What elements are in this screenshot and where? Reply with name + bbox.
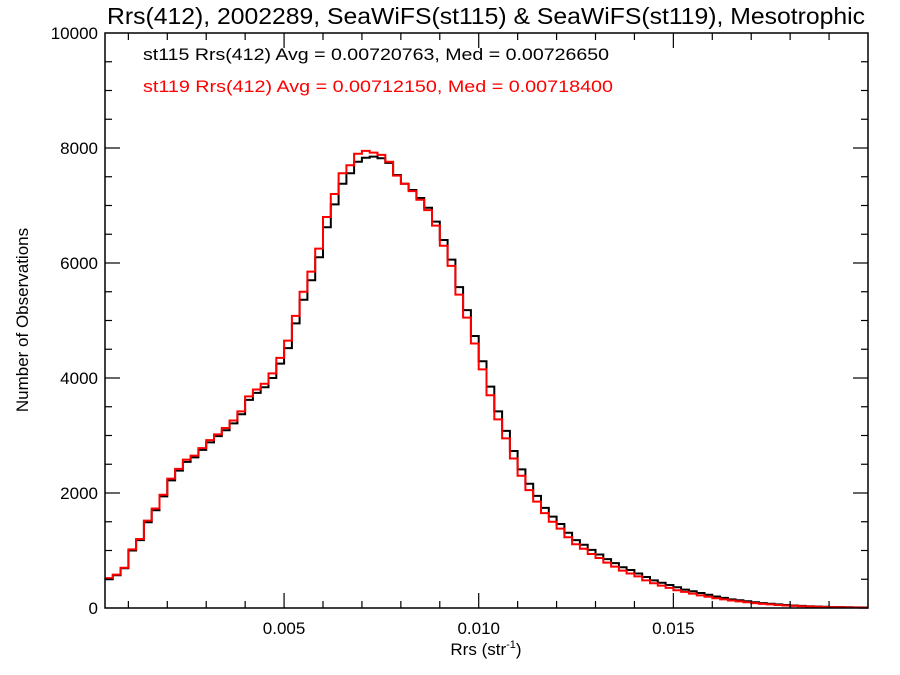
x-axis-title-suffix: ) [516,640,522,659]
x-axis-title: Rrs (str-1) [450,639,521,659]
y-tick-label: 8000 [60,139,98,158]
x-axis-title-main: Rrs (str [450,640,506,659]
x-tick-label: 0.005 [263,619,306,638]
legend-st115: st115 Rrs(412) Avg = 0.00720763, Med = 0… [143,45,609,64]
y-axis-title: Number of Observations [13,228,32,412]
y-tick-label: 0 [89,599,98,618]
y-tick-label: 2000 [60,484,98,503]
y-tick-label: 10000 [51,24,98,43]
y-tick-label: 6000 [60,254,98,273]
series-layer [105,149,868,609]
x-tick-label: 0.010 [457,619,500,638]
series-line-st119 [105,149,868,609]
legend-st119: st119 Rrs(412) Avg = 0.00712150, Med = 0… [143,77,613,96]
x-tick-label: 0.015 [652,619,695,638]
plot-frame [104,32,869,609]
ticks-layer: 0.005 0.010 0.015 0 2000 4000 6000 8000 10000 [51,24,868,638]
x-axis-title-superscript: -1 [506,639,516,651]
y-tick-label: 4000 [60,369,98,388]
chart-title: Rrs(412), 2002289, SeaWiFS(st115) & SeaW… [107,3,865,29]
